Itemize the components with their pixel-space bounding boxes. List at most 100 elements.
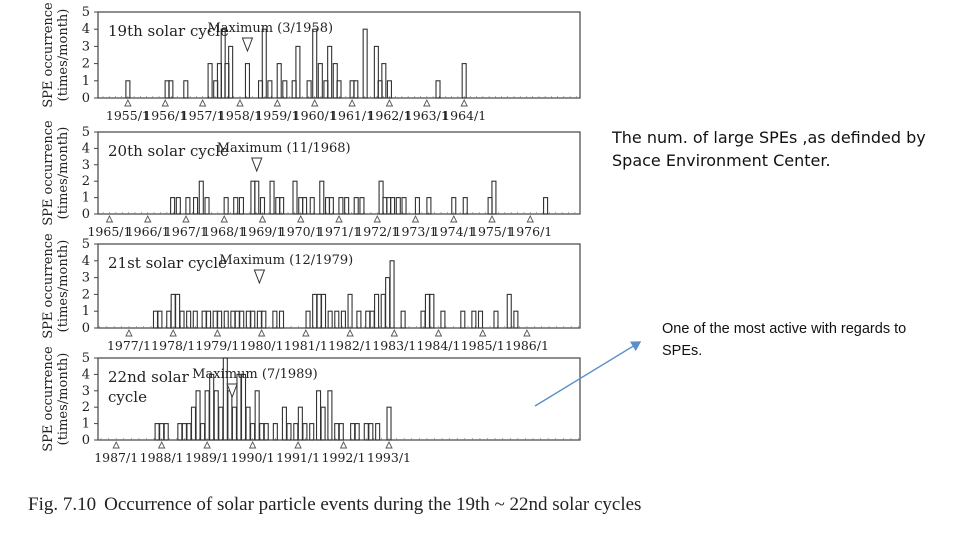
year-marker [335, 214, 343, 223]
year-marker [346, 328, 354, 337]
spe-bar [369, 310, 375, 329]
year-marker [348, 98, 356, 107]
year-marker [220, 214, 228, 223]
spe-bar [175, 197, 181, 215]
spe-bar [354, 423, 360, 441]
year-tick-label: 1961/1 [330, 108, 374, 123]
spe-bar [359, 197, 365, 215]
year-tick-label: 1985/1 [461, 338, 505, 353]
spe-bar [254, 390, 260, 441]
year-marker [434, 328, 443, 337]
year-marker [488, 214, 496, 223]
y-tick-label: 3 [82, 158, 90, 173]
spe-bar [198, 180, 204, 215]
year-marker [161, 98, 169, 107]
year-marker [450, 214, 458, 223]
spe-bar [218, 406, 224, 441]
spe-bar [320, 406, 326, 441]
y-axis-label: SPE occurrence(times/month) [41, 120, 71, 226]
year-marker [125, 328, 133, 337]
year-marker [294, 440, 302, 449]
spe-bar [320, 293, 327, 329]
year-tick-label: 1980/1 [240, 338, 284, 353]
spe-bar [230, 310, 236, 329]
year-tick-label: 1992/1 [322, 450, 366, 465]
year-tick-label: 1991/1 [276, 450, 320, 465]
spe-bar [401, 197, 407, 215]
y-axis-label: SPE occurrence(times/month) [41, 233, 71, 339]
spe-bar [209, 373, 215, 441]
spe-bar [245, 406, 251, 441]
spe-bar [186, 423, 192, 441]
y-tick-label: 4 [82, 367, 90, 382]
year-marker [258, 214, 267, 223]
y-tick-label: 2 [82, 287, 90, 302]
spe-bar [240, 373, 247, 441]
spe-bar [327, 310, 333, 329]
year-tick-label: 1964/1 [442, 108, 486, 123]
spe-bar [373, 45, 379, 99]
year-tick-label: 1970/1 [279, 224, 323, 239]
spe-bar [493, 310, 499, 329]
spe-bar [334, 423, 340, 441]
spe-bar [190, 406, 197, 441]
year-tick-label: 1962/1 [367, 108, 411, 123]
year-tick-label: 1958/1 [218, 108, 262, 123]
year-marker [236, 98, 244, 107]
year-tick-label: 1960/1 [293, 108, 337, 123]
spe-bar [177, 423, 183, 441]
year-tick-label: 1989/1 [185, 450, 229, 465]
y-tick-label: 4 [82, 141, 90, 156]
spe-bar [312, 28, 318, 99]
spe-bar [212, 310, 218, 329]
year-marker [526, 214, 534, 223]
spe-bar [302, 197, 308, 215]
spe-bar [338, 197, 344, 215]
maximum-label: Maximum (12/1979) [219, 253, 353, 268]
spe-bar [163, 423, 169, 441]
year-tick-label: 1963/1 [405, 108, 449, 123]
year-marker [157, 440, 166, 449]
spe-bar [223, 310, 229, 329]
spe-bar [385, 277, 391, 329]
year-tick-label: 1969/1 [240, 224, 284, 239]
spe-bar [460, 310, 466, 329]
maximum-label: Maximum (7/1989) [192, 367, 318, 382]
spe-bar [272, 310, 278, 329]
spe-bar [334, 310, 340, 329]
spe-bar [462, 197, 468, 215]
year-marker [182, 214, 190, 223]
spe-bar [380, 293, 386, 329]
spe-bar [186, 310, 192, 329]
spe-bar [338, 423, 344, 441]
year-marker [198, 98, 207, 107]
spe-bar [327, 390, 333, 441]
spe-bar [281, 406, 287, 441]
spe-bar [543, 197, 549, 215]
spe-bar [375, 423, 381, 441]
year-marker [297, 214, 305, 223]
spe-bar [269, 180, 275, 215]
spe-bar [305, 310, 311, 329]
spe-bar [183, 80, 189, 99]
spe-bar [244, 63, 251, 99]
spe-bar [306, 80, 312, 99]
spe-bar [157, 310, 163, 329]
y-tick-label: 5 [82, 5, 90, 20]
spe-bar [491, 180, 497, 215]
spe-bar [426, 197, 432, 215]
spe-bar [175, 293, 181, 329]
year-marker [310, 98, 319, 107]
year-tick-label: 1957/1 [181, 108, 225, 123]
spe-bar [344, 197, 350, 215]
spe-bar [506, 293, 512, 329]
spe-bar [316, 293, 322, 329]
spe-bar [353, 197, 359, 215]
year-tick-label: 1966/1 [126, 224, 170, 239]
year-tick-label: 1986/1 [505, 338, 549, 353]
year-tick-label: 1975/1 [470, 224, 514, 239]
spe-bar [217, 310, 223, 329]
spe-bar [256, 310, 262, 329]
spe-bar [279, 197, 285, 215]
y-tick-label: 1 [82, 191, 90, 206]
